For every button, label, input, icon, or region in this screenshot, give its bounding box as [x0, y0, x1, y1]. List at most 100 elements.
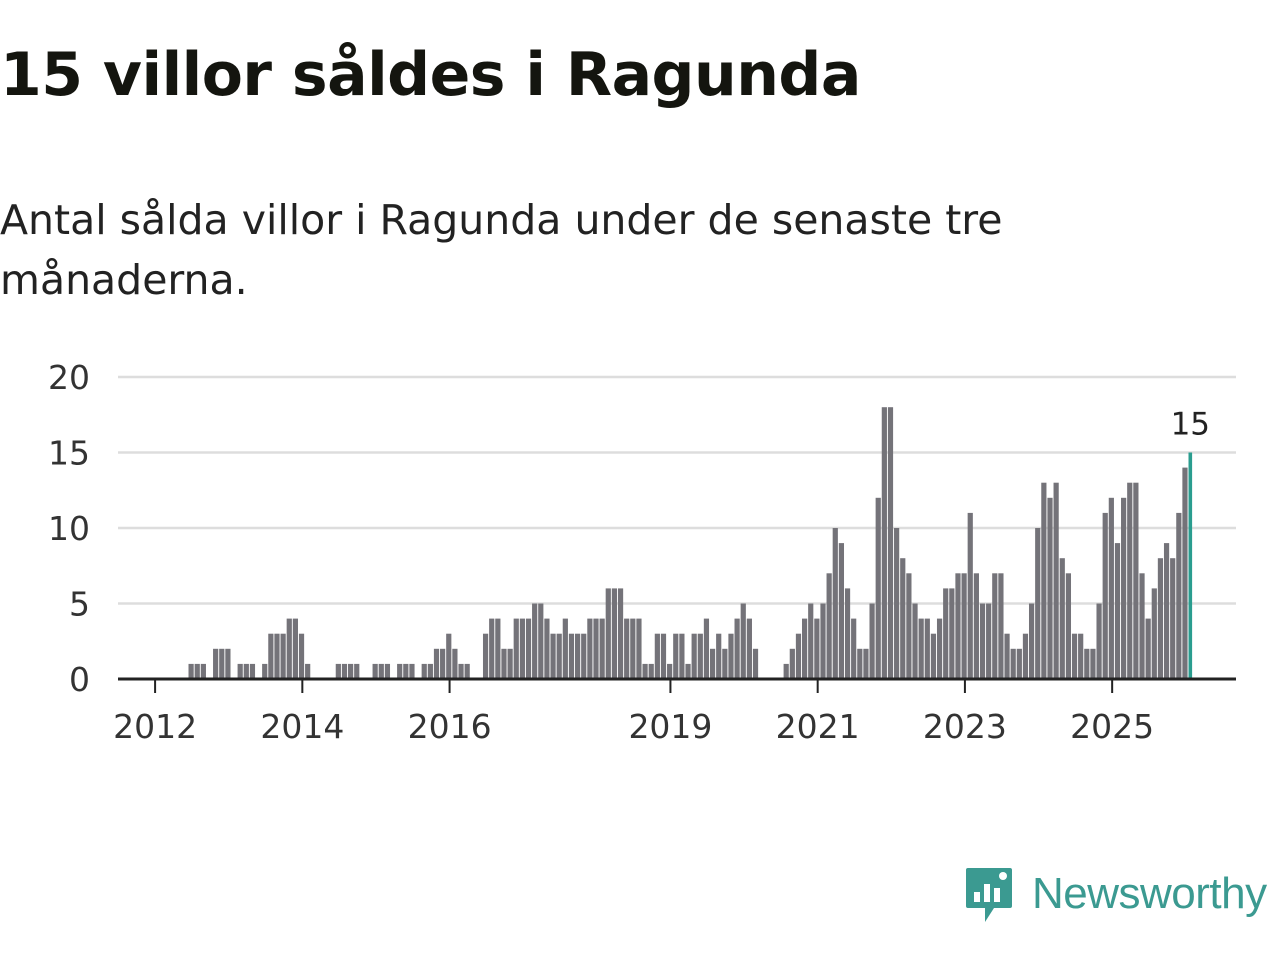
bar — [1016, 648, 1022, 679]
bar — [685, 663, 691, 679]
bar — [581, 633, 587, 679]
bar — [869, 603, 875, 679]
x-tick-label: 2023 — [923, 707, 1007, 746]
bar — [881, 407, 887, 679]
bar — [1102, 512, 1108, 679]
bar — [268, 633, 274, 679]
bar — [1090, 648, 1096, 679]
bar — [489, 618, 495, 679]
bar — [225, 648, 231, 679]
bar — [403, 663, 409, 679]
bar — [421, 663, 427, 679]
bar — [1071, 633, 1078, 679]
bar — [605, 588, 611, 679]
bar — [335, 663, 341, 679]
bar — [611, 588, 618, 679]
bar — [924, 618, 930, 679]
bar — [789, 648, 795, 679]
bar — [397, 663, 403, 679]
chart-title: 15 villor såldes i Ragunda — [0, 40, 861, 110]
bar-chart: 0 5 10 15 20 15 2012 2014 2016 2019 2021 2023 2025 — [48, 358, 1236, 746]
bar — [691, 633, 697, 679]
value-label: 15 — [1171, 407, 1210, 443]
x-tick-label: 2012 — [113, 707, 197, 746]
bar — [274, 633, 280, 679]
bar — [728, 633, 734, 679]
bar — [458, 663, 464, 679]
newsworthy-logo-icon — [966, 868, 1012, 922]
bar — [617, 588, 624, 679]
bar — [630, 618, 636, 679]
bar — [1121, 497, 1127, 679]
bar — [482, 633, 489, 679]
bar — [1004, 633, 1010, 679]
bar — [660, 633, 667, 679]
bar — [1139, 573, 1145, 679]
bar — [452, 648, 458, 679]
bar — [507, 648, 513, 679]
bar — [979, 603, 986, 679]
bar — [372, 663, 378, 679]
bar — [1170, 558, 1176, 679]
bar — [673, 633, 679, 679]
bar — [1127, 482, 1133, 679]
bar — [243, 663, 249, 679]
bar — [440, 648, 446, 679]
bar — [967, 512, 973, 679]
bar — [1133, 482, 1139, 679]
bar — [636, 618, 642, 679]
bar — [1065, 573, 1072, 679]
bar — [1182, 467, 1188, 679]
bar — [679, 633, 685, 679]
bar — [1059, 558, 1065, 679]
bar — [943, 588, 949, 679]
bar — [568, 633, 575, 679]
bar — [464, 663, 470, 679]
bar — [562, 618, 568, 679]
bar — [648, 663, 654, 679]
bar — [973, 573, 979, 679]
bar — [354, 663, 360, 679]
y-tick-label: 20 — [48, 358, 90, 397]
bar — [1176, 512, 1182, 679]
x-tick-label: 2014 — [260, 707, 344, 746]
x-tick-label: 2025 — [1070, 707, 1154, 746]
bar — [642, 663, 648, 679]
bar — [716, 633, 722, 679]
bar — [949, 588, 955, 679]
bar — [875, 497, 881, 679]
bar — [575, 633, 581, 679]
bar — [286, 618, 292, 679]
bar — [961, 573, 967, 679]
x-tick-label: 2016 — [408, 707, 492, 746]
bar — [280, 633, 286, 679]
bar — [624, 618, 630, 679]
bar — [188, 663, 194, 679]
bar — [200, 663, 206, 679]
bar — [532, 603, 538, 679]
bar — [262, 663, 268, 679]
x-tick-label: 2021 — [776, 707, 860, 746]
bar — [341, 663, 348, 679]
bar — [1084, 648, 1090, 679]
bar — [838, 543, 845, 679]
bar — [219, 648, 225, 679]
bar — [556, 633, 562, 679]
bar — [930, 633, 937, 679]
bar — [703, 618, 710, 679]
chart-subtitle: Antal sålda villor i Ragunda under de se… — [0, 196, 1003, 304]
bar — [802, 618, 808, 679]
bar — [894, 528, 900, 679]
bar — [667, 663, 673, 679]
bar — [1096, 603, 1102, 679]
bar — [213, 648, 219, 679]
bar — [734, 618, 740, 679]
bar — [918, 618, 924, 679]
y-tick-label: 5 — [69, 585, 90, 624]
bar — [194, 663, 200, 679]
bar — [986, 603, 992, 679]
bar — [832, 528, 838, 679]
bar — [697, 633, 703, 679]
bar — [795, 633, 802, 679]
bar — [1047, 497, 1053, 679]
